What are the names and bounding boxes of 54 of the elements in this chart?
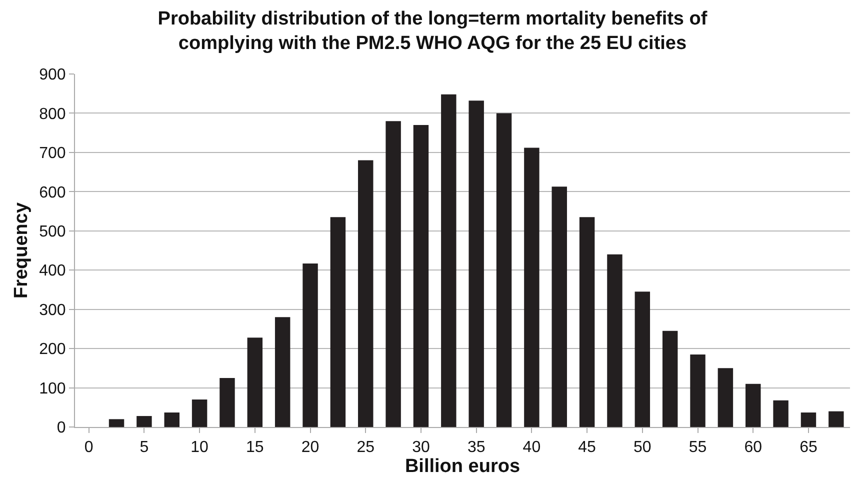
x-axis-title: Billion euros <box>404 456 520 478</box>
x-tick-label: 20 <box>301 439 320 456</box>
bar <box>828 411 844 427</box>
x-tick-label: 5 <box>140 439 149 456</box>
y-tick-label: 600 <box>39 184 66 202</box>
bar <box>690 354 706 427</box>
x-tick-label: 60 <box>744 439 762 456</box>
bar <box>579 217 595 427</box>
bar <box>468 100 484 427</box>
bar <box>662 330 678 427</box>
x-tick-label: 55 <box>688 439 707 456</box>
bar <box>274 317 290 427</box>
y-tick-label: 400 <box>39 262 66 280</box>
bar <box>800 412 816 427</box>
x-tick-label: 30 <box>412 439 430 456</box>
y-tick-label: 200 <box>39 341 66 358</box>
bar <box>524 148 540 427</box>
y-tick-label: 500 <box>39 223 66 240</box>
x-tick-label: 10 <box>190 439 209 456</box>
bar <box>220 378 235 427</box>
y-tick-label: 700 <box>39 145 66 162</box>
bar <box>607 254 622 427</box>
x-tick-label: 35 <box>467 439 486 456</box>
bar <box>330 217 346 427</box>
bar <box>413 124 429 427</box>
bar <box>718 368 734 427</box>
x-tick-label: 50 <box>634 439 652 456</box>
bar <box>192 400 208 427</box>
x-tick-label: 25 <box>356 439 375 456</box>
y-tick-label: 100 <box>39 380 66 398</box>
y-tick-label: 0 <box>56 420 66 437</box>
y-tick-label: 300 <box>39 302 66 319</box>
bar <box>247 338 263 427</box>
bar <box>773 400 788 427</box>
x-tick-label: 0 <box>84 439 94 456</box>
x-tick-label: 15 <box>246 439 264 456</box>
bar <box>136 416 152 427</box>
bar <box>386 121 401 427</box>
bar <box>302 263 318 427</box>
bar <box>746 384 761 427</box>
x-tick-label: 45 <box>578 439 596 456</box>
bar <box>441 94 456 427</box>
bar <box>108 419 124 427</box>
x-tick-label: 65 <box>800 439 818 456</box>
bar <box>164 412 180 427</box>
x-tick-label: 40 <box>522 439 541 456</box>
bar <box>358 160 374 427</box>
chart-title: Probability distribution of the long=term mortality benefits of complying with the PM2.5 WHO AQG for the 25 EU cities <box>158 8 708 54</box>
y-tick-label: 900 <box>39 66 66 84</box>
y-tick-label: 800 <box>39 106 66 123</box>
bar <box>496 113 512 427</box>
bar <box>552 186 567 427</box>
bar <box>634 292 650 427</box>
y-axis-title: Frequency <box>10 202 32 299</box>
